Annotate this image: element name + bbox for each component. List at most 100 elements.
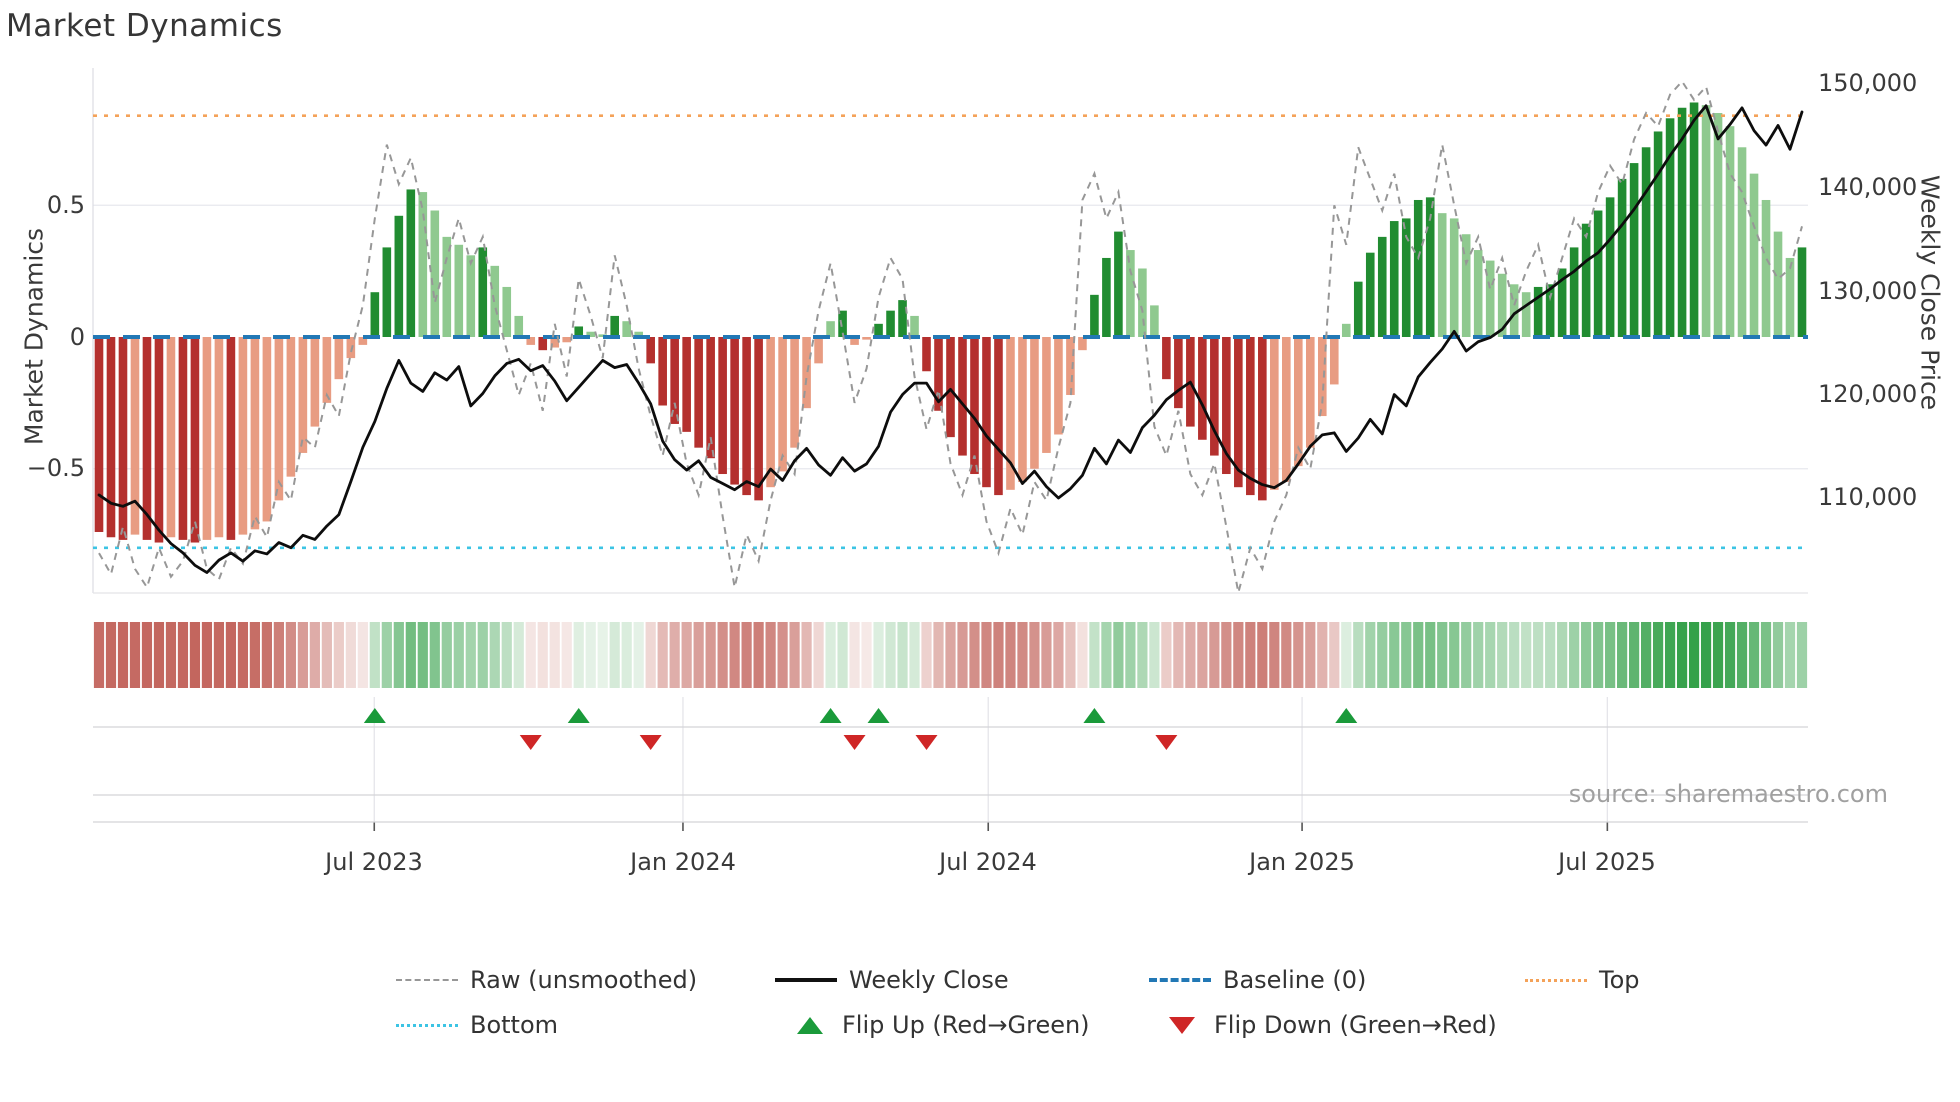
heatmap-cell xyxy=(873,622,884,688)
heatmap-cell xyxy=(741,622,752,688)
x-tick-jul-2025: Jul 2025 xyxy=(1558,848,1656,876)
heatmap-cell xyxy=(1317,622,1328,688)
heatmap-cell xyxy=(189,622,201,688)
heatmap-cell xyxy=(693,622,704,688)
heatmap-cell xyxy=(1449,622,1460,688)
dynamics-bar xyxy=(562,337,572,343)
dynamics-bar xyxy=(514,315,524,337)
heatmap-cell xyxy=(213,622,225,688)
heatmap-cell xyxy=(1497,622,1508,688)
dynamics-bar xyxy=(1653,131,1663,337)
heatmap-cell xyxy=(1293,622,1304,688)
dynamics-bar xyxy=(1545,284,1555,337)
heatmap-cell xyxy=(1281,622,1292,688)
dynamics-bar xyxy=(718,337,727,475)
dynamics-bar xyxy=(394,215,404,337)
dynamics-bar xyxy=(1270,337,1279,490)
page-title: Market Dynamics xyxy=(6,8,283,44)
dynamics-bar xyxy=(1305,337,1315,448)
dynamics-bar xyxy=(1126,250,1135,337)
heatmap-cell xyxy=(381,622,392,688)
legend-item-bottom: Bottom xyxy=(396,1010,558,1040)
heatmap-cell xyxy=(849,622,860,688)
x-tick-jan-2024: Jan 2024 xyxy=(630,848,736,876)
dynamics-bar xyxy=(970,337,979,475)
heatmap-cell xyxy=(429,622,440,688)
dynamics-bar xyxy=(1114,231,1123,337)
legend-item-baseline: Baseline (0) xyxy=(1149,965,1366,995)
heatmap-cell xyxy=(1113,622,1124,688)
flip-down-marker xyxy=(639,735,662,750)
close-line-swatch xyxy=(775,978,837,982)
dynamics-bar xyxy=(1210,337,1219,456)
flip-down-marker xyxy=(915,735,938,750)
heatmap-cell xyxy=(1089,622,1100,688)
dynamics-bar xyxy=(1773,231,1783,337)
dynamics-bar xyxy=(958,337,967,456)
source-note: source: sharemaestro.com xyxy=(1568,780,1888,808)
heatmap-cell xyxy=(153,622,165,688)
dynamics-bar xyxy=(1162,337,1171,380)
dynamics-bar xyxy=(922,337,931,372)
heatmap-cell xyxy=(1461,622,1472,688)
dynamics-bar xyxy=(1701,105,1711,338)
heatmap-cell xyxy=(1353,622,1364,688)
dynamics-bar xyxy=(766,337,775,488)
dynamics-bar xyxy=(670,337,679,424)
heatmap-cell xyxy=(405,622,416,688)
heatmap-cell xyxy=(1185,622,1196,688)
heatmap-cell xyxy=(1245,622,1256,688)
heatmap-cell xyxy=(1425,622,1436,688)
heatmap-cell xyxy=(117,622,129,688)
dynamics-bar xyxy=(1282,337,1291,482)
dynamics-bar xyxy=(1078,337,1087,351)
dynamics-bar xyxy=(1449,218,1459,337)
heatmap-cell xyxy=(345,622,356,688)
heatmap-cell xyxy=(1521,622,1532,688)
heatmap-cell xyxy=(1784,622,1796,688)
heatmap-cell xyxy=(1509,622,1520,688)
heatmap-cell xyxy=(837,622,848,688)
heatmap-cell xyxy=(933,622,944,688)
legend-item-raw: Raw (unsmoothed) xyxy=(396,965,697,995)
heatmap-cell xyxy=(1772,622,1784,688)
left-tick-0.5: 0.5 xyxy=(46,191,85,219)
legend-label: Baseline (0) xyxy=(1223,966,1367,994)
heatmap-cell xyxy=(789,622,800,688)
legend-item-weekly-close: Weekly Close xyxy=(775,965,1009,995)
flip-up-marker xyxy=(819,708,842,723)
dynamics-bar xyxy=(1353,281,1363,337)
dynamics-bar xyxy=(526,337,536,345)
heatmap-cell xyxy=(453,622,464,688)
dynamics-bar xyxy=(1593,210,1603,337)
dynamics-bar xyxy=(1533,286,1543,337)
dynamics-bar xyxy=(646,337,655,364)
heatmap-cell xyxy=(93,622,105,688)
right-tick-130000: 130,000 xyxy=(1818,277,1918,305)
heatmap-cell xyxy=(633,622,644,688)
dynamics-bar xyxy=(1641,147,1651,337)
dynamics-bar xyxy=(358,337,368,345)
dynamics-bar xyxy=(586,331,596,337)
bottom-line-swatch xyxy=(396,1023,458,1027)
heatmap-cell xyxy=(1545,622,1556,688)
heatmap-cell xyxy=(393,622,404,688)
heatmap-cell xyxy=(753,622,764,688)
heatmap-cell xyxy=(1748,622,1760,688)
heatmap-cell xyxy=(165,622,177,688)
heatmap-cell xyxy=(1233,622,1244,688)
dynamics-bar xyxy=(1473,250,1483,337)
dynamics-bar xyxy=(1102,257,1111,337)
dynamics-bar xyxy=(1749,173,1759,337)
heatmap-cell xyxy=(1605,622,1616,688)
heatmap-cell xyxy=(1029,622,1040,688)
dynamics-bar xyxy=(610,315,619,337)
dynamics-bar xyxy=(598,334,608,337)
flip-down-marker xyxy=(519,735,542,750)
price-line xyxy=(97,104,1804,574)
dynamics-bar xyxy=(1677,107,1687,337)
dynamics-bar xyxy=(994,337,1003,496)
dynamics-bar xyxy=(1090,294,1099,337)
heatmap-cell xyxy=(1700,622,1712,688)
